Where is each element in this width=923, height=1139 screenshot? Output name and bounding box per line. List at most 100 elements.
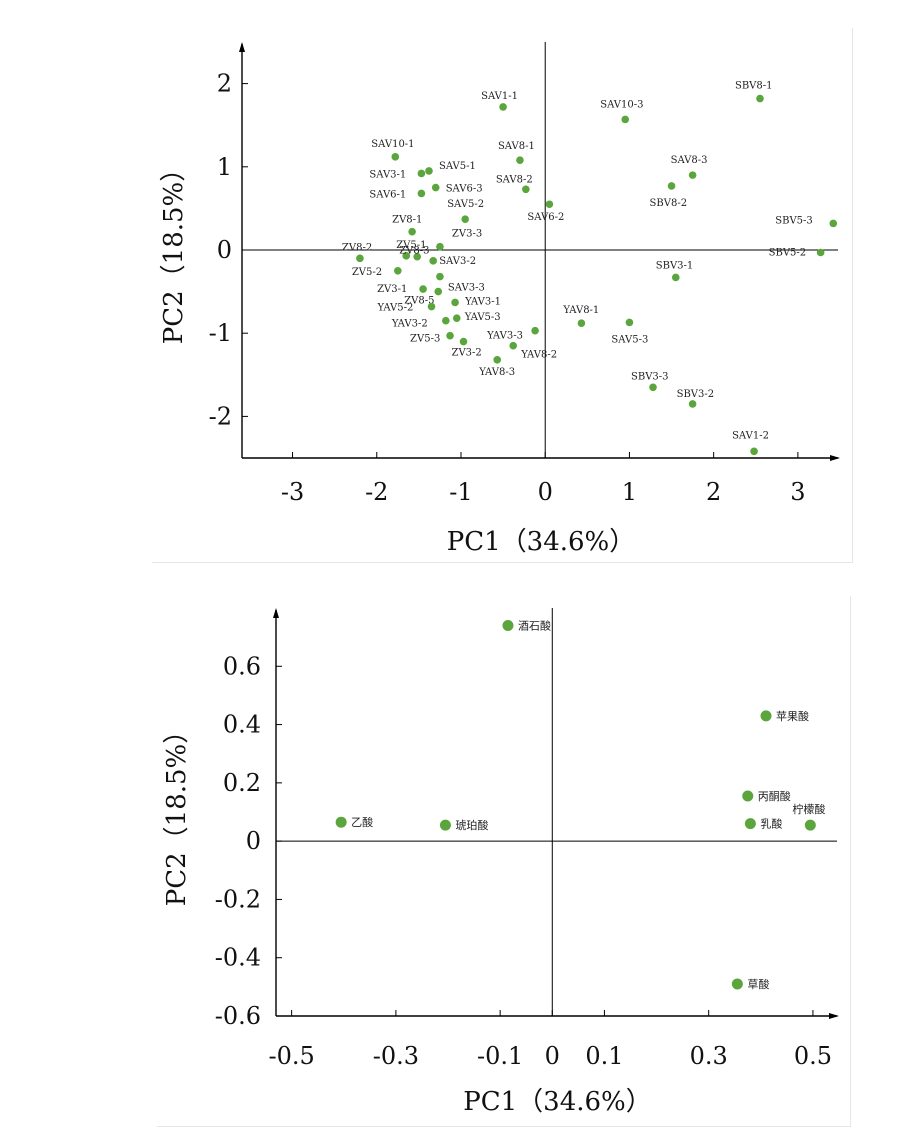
x-tick-label: 3 — [790, 478, 805, 506]
data-point-label: YAV3-3 — [486, 331, 523, 342]
data-point-label: SAV8-2 — [496, 174, 533, 185]
data-point-label: ZV5-1 — [396, 240, 426, 251]
data-point — [402, 252, 411, 260]
data-point-label: YAV5-2 — [377, 303, 414, 314]
y-tick-label: 0.4 — [223, 711, 261, 739]
loading-plot-svg: -0.5 -0.3 -0.1 0 0.1 0.3 0.5 -0.6 -0.4 -0.2 0 0.2 0.… — [162, 608, 839, 1117]
data-point-label: ZV5-3 — [410, 334, 440, 345]
y-tick-label: -0.4 — [215, 944, 261, 972]
y-axis-arrow-icon — [273, 608, 279, 618]
x-axis-title: PC1（34.6%） — [463, 1087, 652, 1117]
data-point — [493, 356, 502, 364]
y-tick-label: 1 — [217, 153, 232, 181]
data-point-label: SAV5-2 — [447, 199, 484, 210]
data-point — [436, 242, 444, 251]
data-point — [667, 182, 676, 190]
data-point — [625, 318, 634, 327]
data-point — [649, 383, 657, 392]
data-point — [436, 272, 444, 281]
data-point-label: SBV3-3 — [631, 371, 669, 382]
data-point — [451, 298, 459, 307]
data-point — [452, 314, 461, 323]
data-point — [509, 341, 518, 350]
data-point-label: SAV10-1 — [371, 139, 414, 150]
data-point-label: 乳酸 — [760, 817, 782, 831]
data-point — [688, 171, 697, 179]
data-point-label: SAV1-1 — [481, 91, 518, 102]
x-tick-label: 0 — [545, 1042, 560, 1070]
data-point — [442, 316, 450, 325]
data-point-label: SAV10-3 — [600, 99, 643, 110]
data-point-label: ZV3-3 — [452, 229, 482, 240]
data-point — [502, 619, 514, 631]
data-point — [446, 331, 454, 340]
data-point — [461, 215, 469, 224]
data-point-label: SBV3-2 — [677, 389, 715, 400]
x-tick-label: -0.5 — [268, 1042, 314, 1070]
data-point — [459, 337, 468, 346]
data-point-label: 柠檬酸 — [792, 802, 825, 816]
x-tick-label: 0 — [538, 478, 553, 506]
data-point — [439, 819, 451, 831]
data-point-label: SBV8-2 — [650, 198, 688, 209]
data-point — [731, 978, 743, 990]
y-axis-title: PC2（18.5%） — [159, 156, 189, 345]
data-point — [427, 302, 436, 311]
data-point-label: SAV5-1 — [439, 161, 476, 172]
data-point-label: ZV3-1 — [377, 284, 407, 295]
data-point — [499, 103, 507, 111]
x-axis-title: PC1（34.6%） — [447, 527, 636, 557]
x-tick-label: 0.3 — [690, 1042, 728, 1070]
data-point — [417, 169, 426, 178]
data-point — [394, 267, 402, 275]
data-point — [356, 254, 364, 263]
x-tick-label: -0.1 — [477, 1042, 523, 1070]
data-point-label: SBV8-1 — [735, 81, 773, 92]
data-point — [516, 156, 524, 164]
data-point-label: 丙酮酸 — [758, 789, 791, 803]
data-point-label: 琥珀酸 — [455, 818, 488, 832]
x-tick-label: -1 — [449, 478, 472, 506]
x-tick-label: 1 — [622, 478, 637, 506]
data-point — [577, 319, 586, 328]
data-point — [829, 219, 838, 228]
x-tick-label: -2 — [365, 478, 388, 506]
x-tick-label: -3 — [281, 478, 304, 506]
data-point-label: YAV3-2 — [391, 319, 428, 330]
data-point — [688, 400, 697, 408]
data-point-label: SAV6-2 — [527, 212, 564, 223]
data-point-label: SAV8-3 — [671, 155, 708, 166]
y-tick-label: 0 — [217, 236, 232, 264]
data-point-label: SBV5-2 — [769, 247, 807, 258]
data-point-label: SAV1-2 — [732, 430, 769, 441]
score-plot-svg: -3 -2 -1 0 1 2 3 -2 -1 0 1 2 PC1（34.6%） PC2（18.5%） SAV… — [159, 42, 840, 557]
data-point-label: SBV3-1 — [656, 260, 694, 271]
data-point — [335, 816, 347, 828]
data-point-label: SAV5-3 — [611, 334, 648, 345]
data-point-label: SBV5-3 — [775, 215, 813, 226]
data-point — [522, 185, 530, 194]
y-tick-label: 0 — [246, 827, 261, 855]
data-point — [408, 227, 416, 236]
data-point-label: YAV5-3 — [464, 312, 501, 323]
data-point-label: SAV3-2 — [439, 256, 476, 267]
data-point-label: ZV8-3 — [399, 246, 429, 257]
data-point — [429, 257, 437, 265]
data-point — [756, 94, 764, 103]
data-point — [417, 189, 426, 198]
data-point — [425, 167, 433, 175]
data-point-label: SAV3-3 — [448, 283, 485, 294]
data-point — [816, 248, 825, 257]
y-axis-arrow-icon — [239, 42, 245, 52]
data-point — [545, 200, 554, 209]
y-tick-label: 2 — [217, 70, 232, 98]
y-tick-label: -1 — [209, 319, 232, 347]
data-point-label: ZV8-5 — [404, 296, 434, 307]
data-point — [413, 252, 421, 261]
data-point — [419, 285, 427, 293]
data-point-label: 酒石酸 — [518, 618, 551, 632]
data-point-label: YAV8-1 — [562, 305, 599, 316]
x-tick-label: -0.3 — [373, 1042, 419, 1070]
pca-loading-plot: -0.5 -0.3 -0.1 0 0.1 0.3 0.5 -0.6 -0.4 -0.2 0 0.2 0.… — [157, 596, 851, 1127]
data-point — [742, 790, 754, 802]
